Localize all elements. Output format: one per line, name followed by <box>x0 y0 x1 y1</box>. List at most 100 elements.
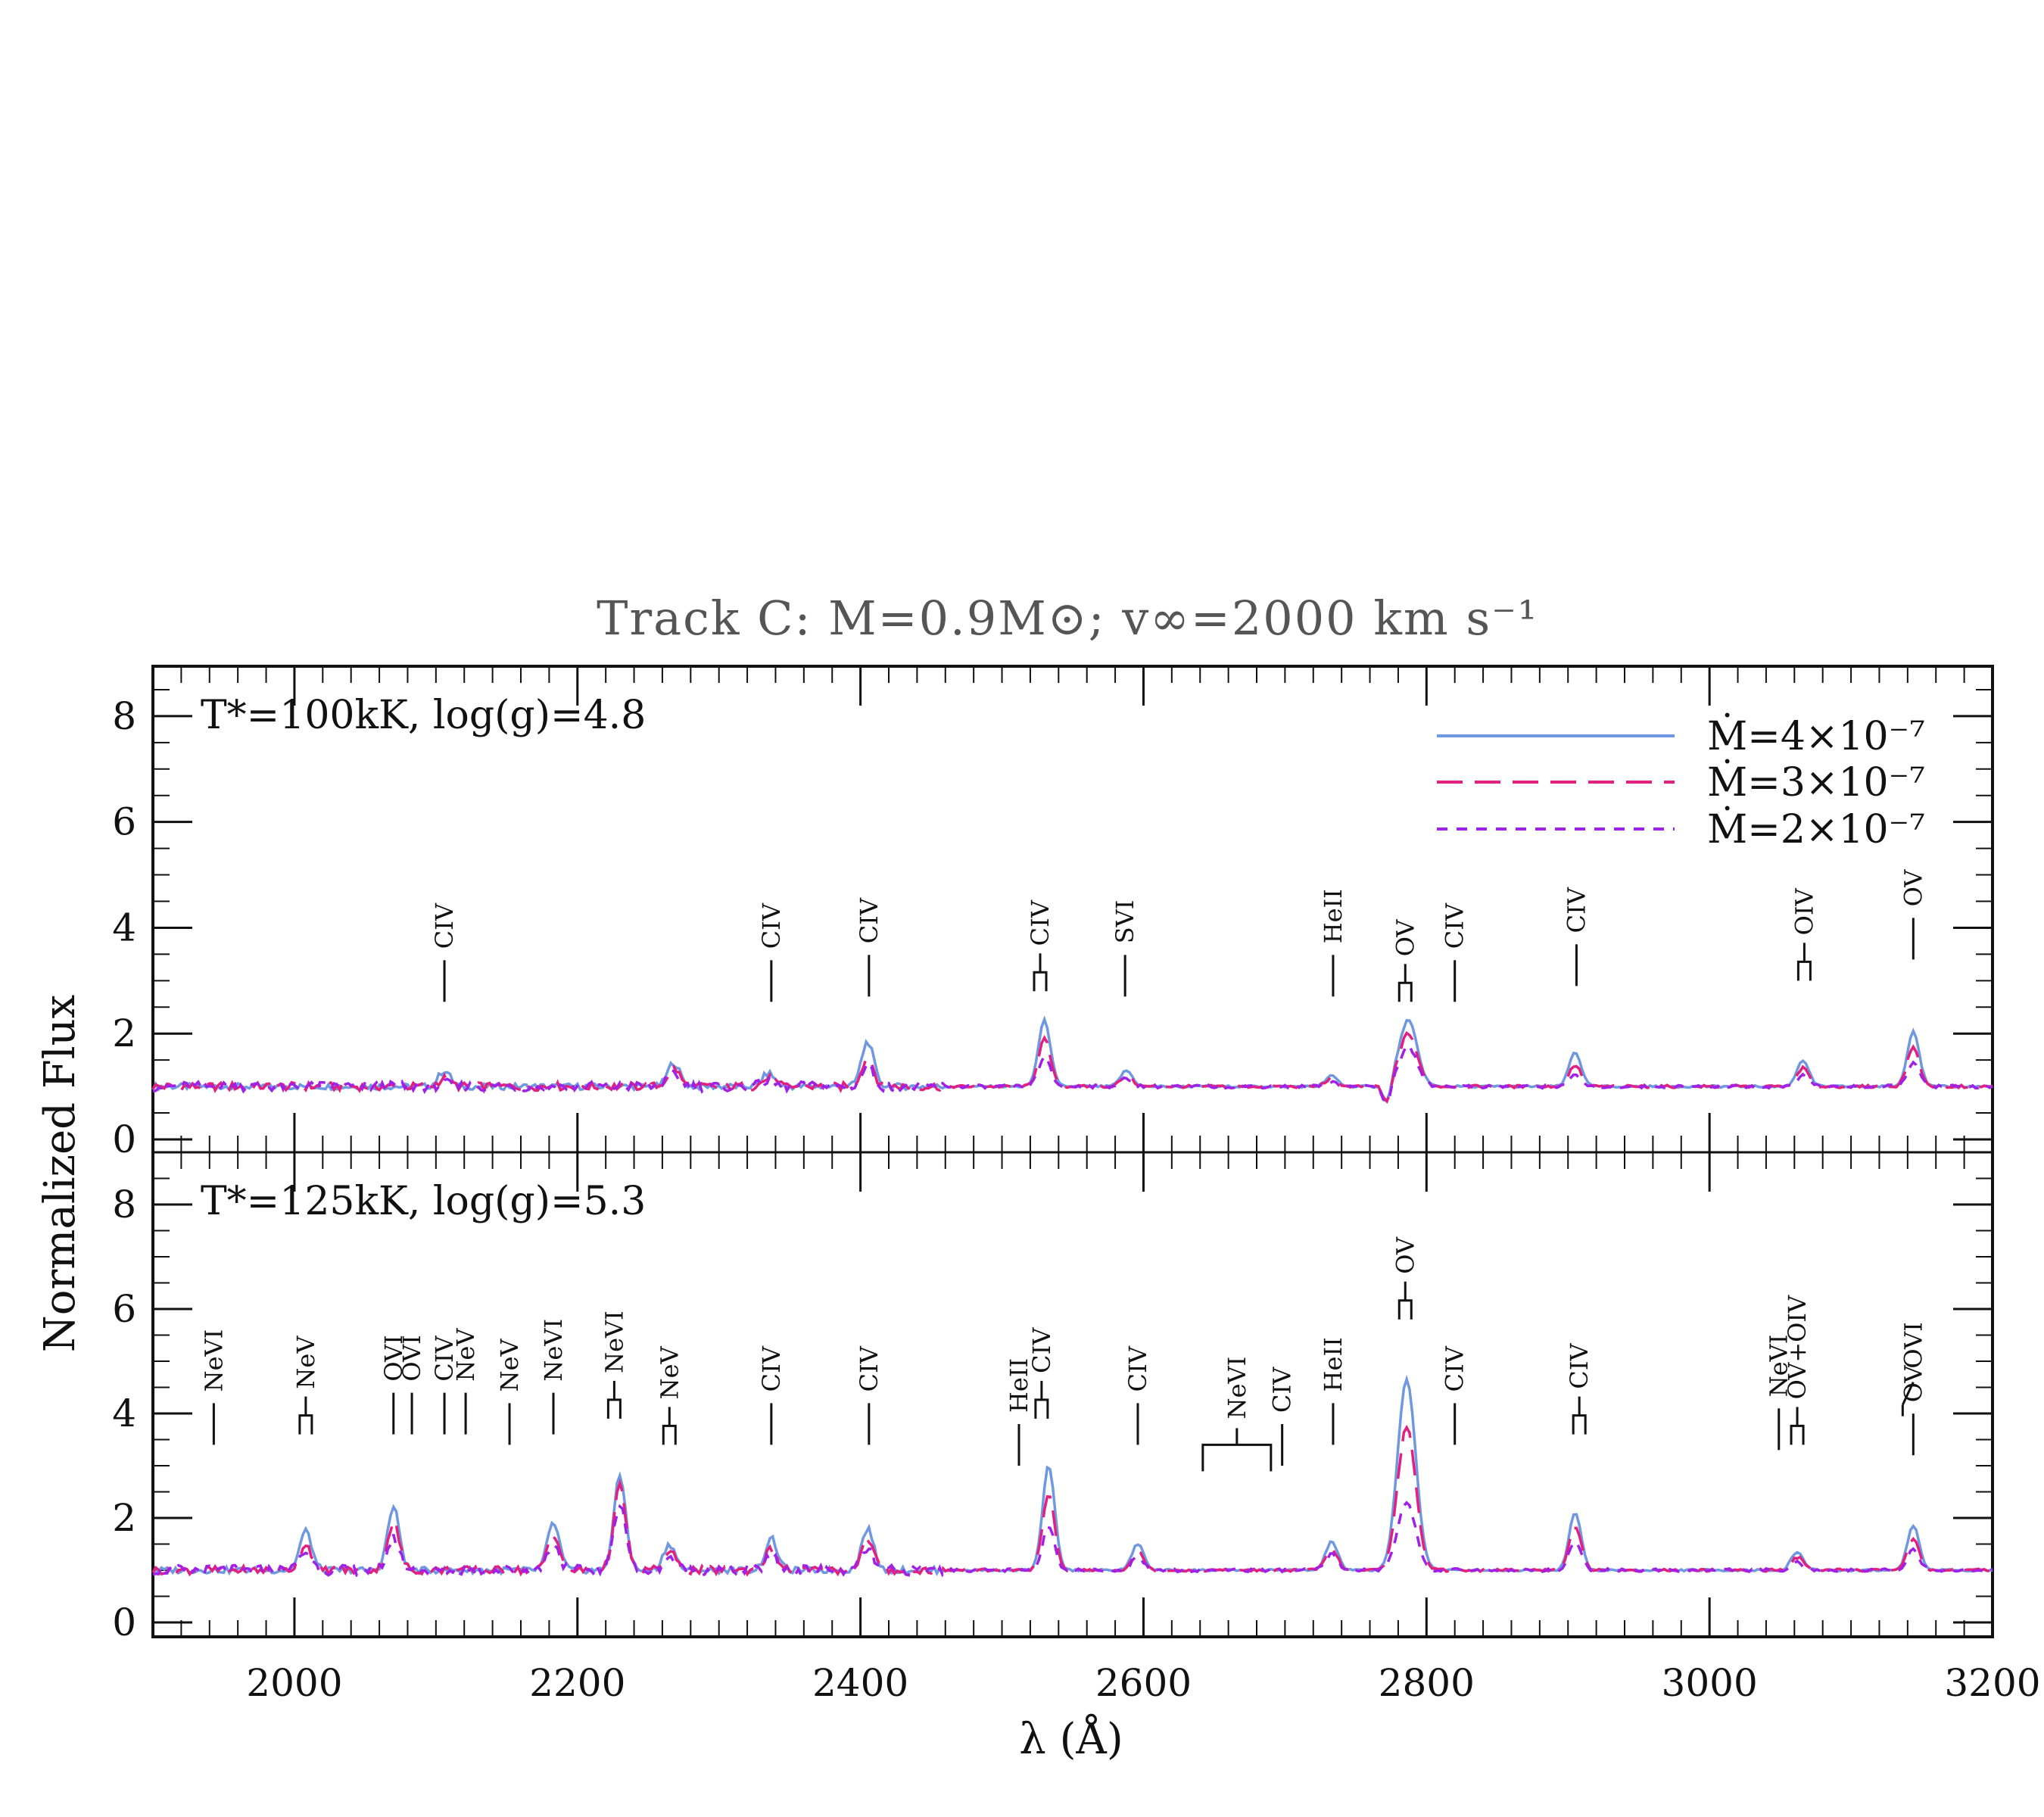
line-id-label: CIV <box>1123 1345 1152 1392</box>
panel-label: T*=125kK, log(g)=5.3 <box>201 1179 646 1224</box>
line-id-nevi: NeVI <box>1201 1357 1273 1472</box>
line-id-label: HeII <box>1005 1358 1033 1413</box>
line-id-ov: OV <box>1391 1236 1419 1320</box>
spectrum-series-1 <box>152 1374 1993 1576</box>
line-id-civ: CIV <box>855 1345 883 1445</box>
x-tick-label: 3000 <box>1662 1661 1758 1705</box>
line-id-label: OIV <box>1790 887 1818 935</box>
line-id-marker <box>1572 1414 1587 1435</box>
line-identification-group: CIV CIV CIV CIV SVI HeII OV CIV CIV OIV OV NeVI NeV O… <box>199 869 1927 1472</box>
legend-entry: Ṁ=2×10⁻⁷ <box>1437 806 1925 852</box>
line-id-label: CIV <box>1441 902 1469 949</box>
line-id-label: OV <box>1391 1236 1419 1274</box>
line-id-label: CIV <box>1268 1367 1297 1413</box>
line-id-civ: CIV <box>757 1345 786 1445</box>
line-id-nev: NeV <box>451 1328 480 1435</box>
line-id-marker <box>1790 1424 1805 1445</box>
line-id-label: NeVI <box>1223 1357 1251 1420</box>
line-id-ovi: OVI <box>379 1335 408 1435</box>
line-id-marker <box>606 1398 622 1419</box>
line-id-label: CIV <box>1026 899 1055 946</box>
line-id-heii: HeII <box>1005 1358 1033 1466</box>
y-tick-label: 8 <box>112 1183 136 1226</box>
line-id-label: SVI <box>1111 900 1139 944</box>
line-id-label: CIV <box>757 1345 786 1392</box>
x-tick-label: 2600 <box>1095 1661 1192 1705</box>
line-id-civ: CIV <box>1565 1342 1594 1435</box>
line-id-label: CIV <box>757 902 786 949</box>
line-id-heii: HeII <box>1319 1337 1348 1445</box>
line-id-civ: CIV <box>1441 1345 1469 1445</box>
line-id-label: CIV <box>430 1335 459 1381</box>
legend-label: Ṁ=2×10⁻⁷ <box>1707 806 1925 852</box>
line-id-label: CIV <box>1441 1345 1469 1392</box>
line-id-label: OV+OIV <box>1783 1295 1812 1399</box>
line-id-civ: CIV <box>855 897 883 997</box>
line-id-ov: OV <box>1391 919 1419 1002</box>
line-id-marker <box>1901 1381 1915 1406</box>
line-id-marker <box>1397 1299 1413 1320</box>
line-id-civ: CIV <box>1441 902 1469 1002</box>
x-tick-label: 2200 <box>529 1661 625 1705</box>
line-id-marker <box>1201 1443 1273 1472</box>
line-id-nev: NeV <box>291 1335 320 1435</box>
line-id-label: CIV <box>430 902 459 949</box>
line-id-ovi: OVI <box>397 1335 426 1435</box>
line-id-label: NeVI <box>539 1319 568 1382</box>
legend: Ṁ=4×10⁻⁷Ṁ=3×10⁻⁷Ṁ=2×10⁻⁷ <box>1437 713 1925 852</box>
chart-title: Track C: M=0.9M⊙; v∞=2000 km s⁻¹ <box>597 591 1538 646</box>
line-id-label: NeV <box>495 1338 524 1392</box>
x-tick-label: 2400 <box>812 1661 908 1705</box>
x-axis-title: λ (Å) <box>1019 1713 1123 1764</box>
line-id-label: CIV <box>855 897 883 943</box>
spectrum-series-2 <box>151 1424 1993 1579</box>
line-id-label: CIV <box>855 1345 883 1392</box>
x-tick-label: 2800 <box>1379 1661 1475 1705</box>
line-id-civ: CIV <box>1562 887 1591 986</box>
line-id-label: OVI <box>1899 1322 1927 1368</box>
line-id-label: OV <box>1899 869 1927 907</box>
line-id-civ: CIV <box>1123 1345 1152 1445</box>
line-id-label: CIV <box>1565 1342 1594 1388</box>
y-tick-label: 6 <box>112 1287 136 1331</box>
y-tick-label: 4 <box>112 905 136 949</box>
line-id-marker <box>298 1414 313 1435</box>
line-id-civ: CIV <box>1027 1327 1056 1419</box>
line-id-marker <box>662 1424 677 1445</box>
line-id-label: CIV <box>1562 887 1591 933</box>
line-id-nevi: NeVI <box>199 1329 228 1445</box>
y-tick-label: 6 <box>112 800 136 844</box>
line-id-nev: NeV <box>655 1345 684 1445</box>
y-tick-label: 4 <box>112 1392 136 1435</box>
line-id-marker <box>1796 960 1812 981</box>
line-id-ov: OV <box>1899 869 1927 960</box>
line-id-marker <box>1033 971 1048 992</box>
y-tick-label: 0 <box>112 1117 136 1161</box>
line-id-marker <box>1034 1398 1049 1419</box>
spectra-group <box>151 1015 1993 1579</box>
line-id-marker <box>1397 981 1413 1002</box>
line-id-ov: OV <box>1899 1365 1927 1456</box>
line-id-civ: CIV <box>430 902 459 1002</box>
panel-label: T*=100kK, log(g)=4.8 <box>201 693 646 738</box>
line-id-label: NeVI <box>199 1329 228 1392</box>
y-tick-label: 2 <box>112 1496 136 1540</box>
spectrum-series-2 <box>151 1031 1993 1105</box>
x-tick-label: 2000 <box>246 1661 342 1705</box>
line-id-nevi: NeVI <box>1765 1335 1793 1451</box>
line-id-label: CIV <box>1027 1327 1056 1373</box>
line-id-label: HeII <box>1319 889 1348 943</box>
line-id-ov-oiv: OV+OIV <box>1783 1295 1812 1445</box>
line-id-label: OVI <box>397 1335 426 1381</box>
line-id-heii: HeII <box>1319 889 1348 997</box>
line-id-civ: CIV <box>757 902 786 1002</box>
line-id-label: NeV <box>655 1345 684 1399</box>
y-axis-title: Normalized Flux <box>36 995 85 1353</box>
x-tick-label: 3200 <box>1944 1661 2040 1705</box>
legend-entry: Ṁ=4×10⁻⁷ <box>1437 713 1925 759</box>
line-id-label: NeV <box>291 1335 320 1389</box>
line-id-svi: SVI <box>1111 900 1139 997</box>
line-id-civ: CIV <box>1268 1367 1297 1466</box>
line-id-label: OVI <box>379 1335 408 1381</box>
